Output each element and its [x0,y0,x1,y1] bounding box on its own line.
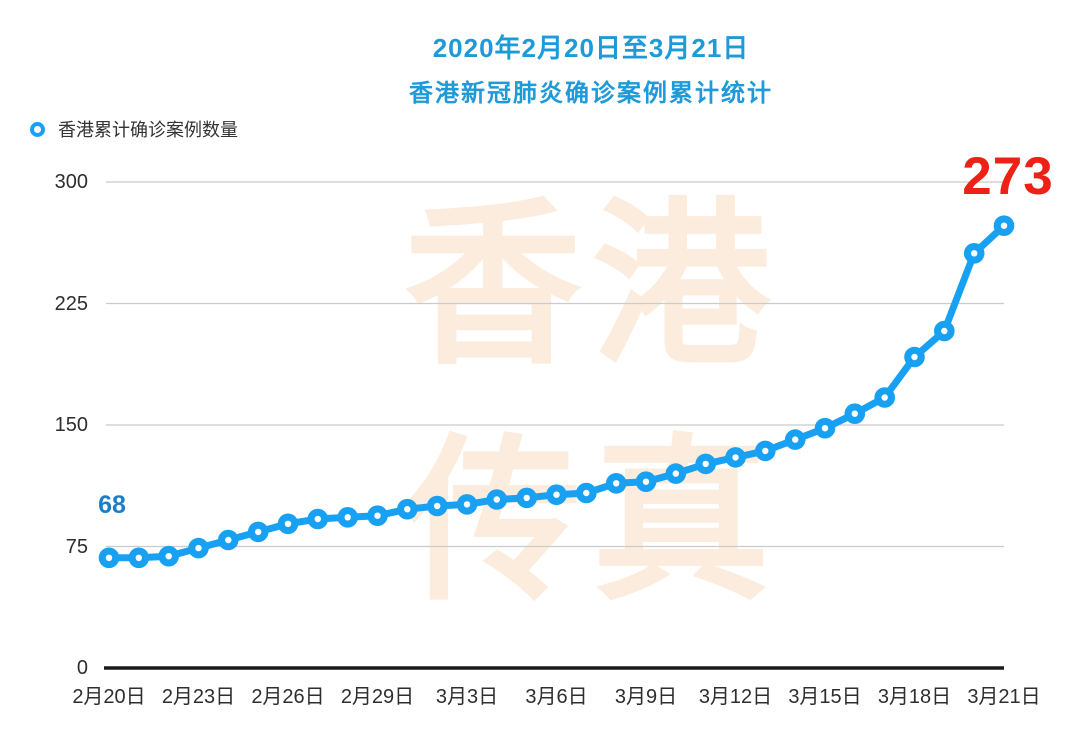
chart-title-line1: 2020年2月20日至3月21日 [432,33,750,63]
legend-label: 香港累计确诊案例数量 [58,120,238,140]
x-tick-3月15日: 3月15日 [788,686,862,708]
data-point-center-3月19日 [941,327,948,335]
data-point-center-3月6日 [553,491,560,498]
y-tick-0: 0 [76,657,88,679]
data-point-center-3月8日 [613,480,620,487]
data-point-center-3月17日 [881,394,888,401]
x-tick-3月18日: 3月18日 [877,686,952,708]
data-point-center-2月23日 [195,544,202,552]
data-point-center-3月11日 [702,460,709,468]
data-point-center-3月3日 [463,501,471,508]
x-tick-3月9日: 3月9日 [614,686,678,708]
data-point-center-3月4日 [493,496,500,503]
y-tick-75: 75 [65,535,88,558]
data-point-center-3月13日 [762,447,769,455]
data-point-center-3月1日 [404,506,411,513]
data-point-center-3月21日 [1000,222,1008,229]
x-tick-3月21日: 3月21日 [967,686,1041,708]
legend-circle-icon [30,121,45,137]
data-point-center-2月27日 [314,515,321,523]
x-tick-2月23日: 2月23日 [161,686,236,708]
x-tick-3月12日: 3月12日 [698,686,773,708]
x-tick-3月3日: 3月3日 [435,686,499,708]
data-point-center-3月7日 [583,489,590,497]
x-tick-2月26日: 2月26日 [251,686,325,708]
watermark-line1: 香港 [404,186,780,385]
legend-item[interactable]: 香港累计确诊案例数量 [30,116,238,142]
data-point-center-2月26日 [284,520,292,527]
data-point-center-2月21日 [135,554,142,561]
last-point-value-label: 273 [962,147,1054,206]
data-point-center-3月16日 [851,410,858,417]
x-tick-2月29日: 2月29日 [340,686,415,708]
data-point-center-2月25日 [255,528,262,536]
data-point-center-2月20日 [105,554,113,561]
data-point-center-2月22日 [165,553,172,560]
data-point-center-3月12日 [732,454,739,461]
chart-title: 2020年2月20日至3月21日 香港新冠肺炎确诊案例累计统计 [102,28,1080,108]
data-point-center-3月5日 [523,494,530,502]
data-point-center-3月10日 [672,470,679,477]
data-point-center-3月14日 [792,436,799,443]
y-tick-225: 225 [54,292,88,315]
y-tick-150: 150 [54,414,88,436]
data-point-center-2月24日 [225,536,232,544]
x-tick-3月6日: 3月6日 [525,686,588,708]
data-point-center-2月28日 [344,514,351,521]
y-tick-300: 300 [54,171,88,193]
first-point-value-label: 68 [98,491,126,519]
data-point-center-3月18日 [911,353,918,361]
chart-title-line2: 香港新冠肺炎确诊案例累计统计 [409,80,773,107]
x-tick-2月20日: 2月20日 [72,686,146,708]
series-line [105,222,1008,562]
data-point-center-3月2日 [434,502,441,510]
data-point-center-3月15日 [821,425,829,432]
data-point-center-3月20日 [971,250,978,257]
data-point-center-2月29日 [374,512,381,519]
data-point-center-3月9日 [642,478,650,485]
